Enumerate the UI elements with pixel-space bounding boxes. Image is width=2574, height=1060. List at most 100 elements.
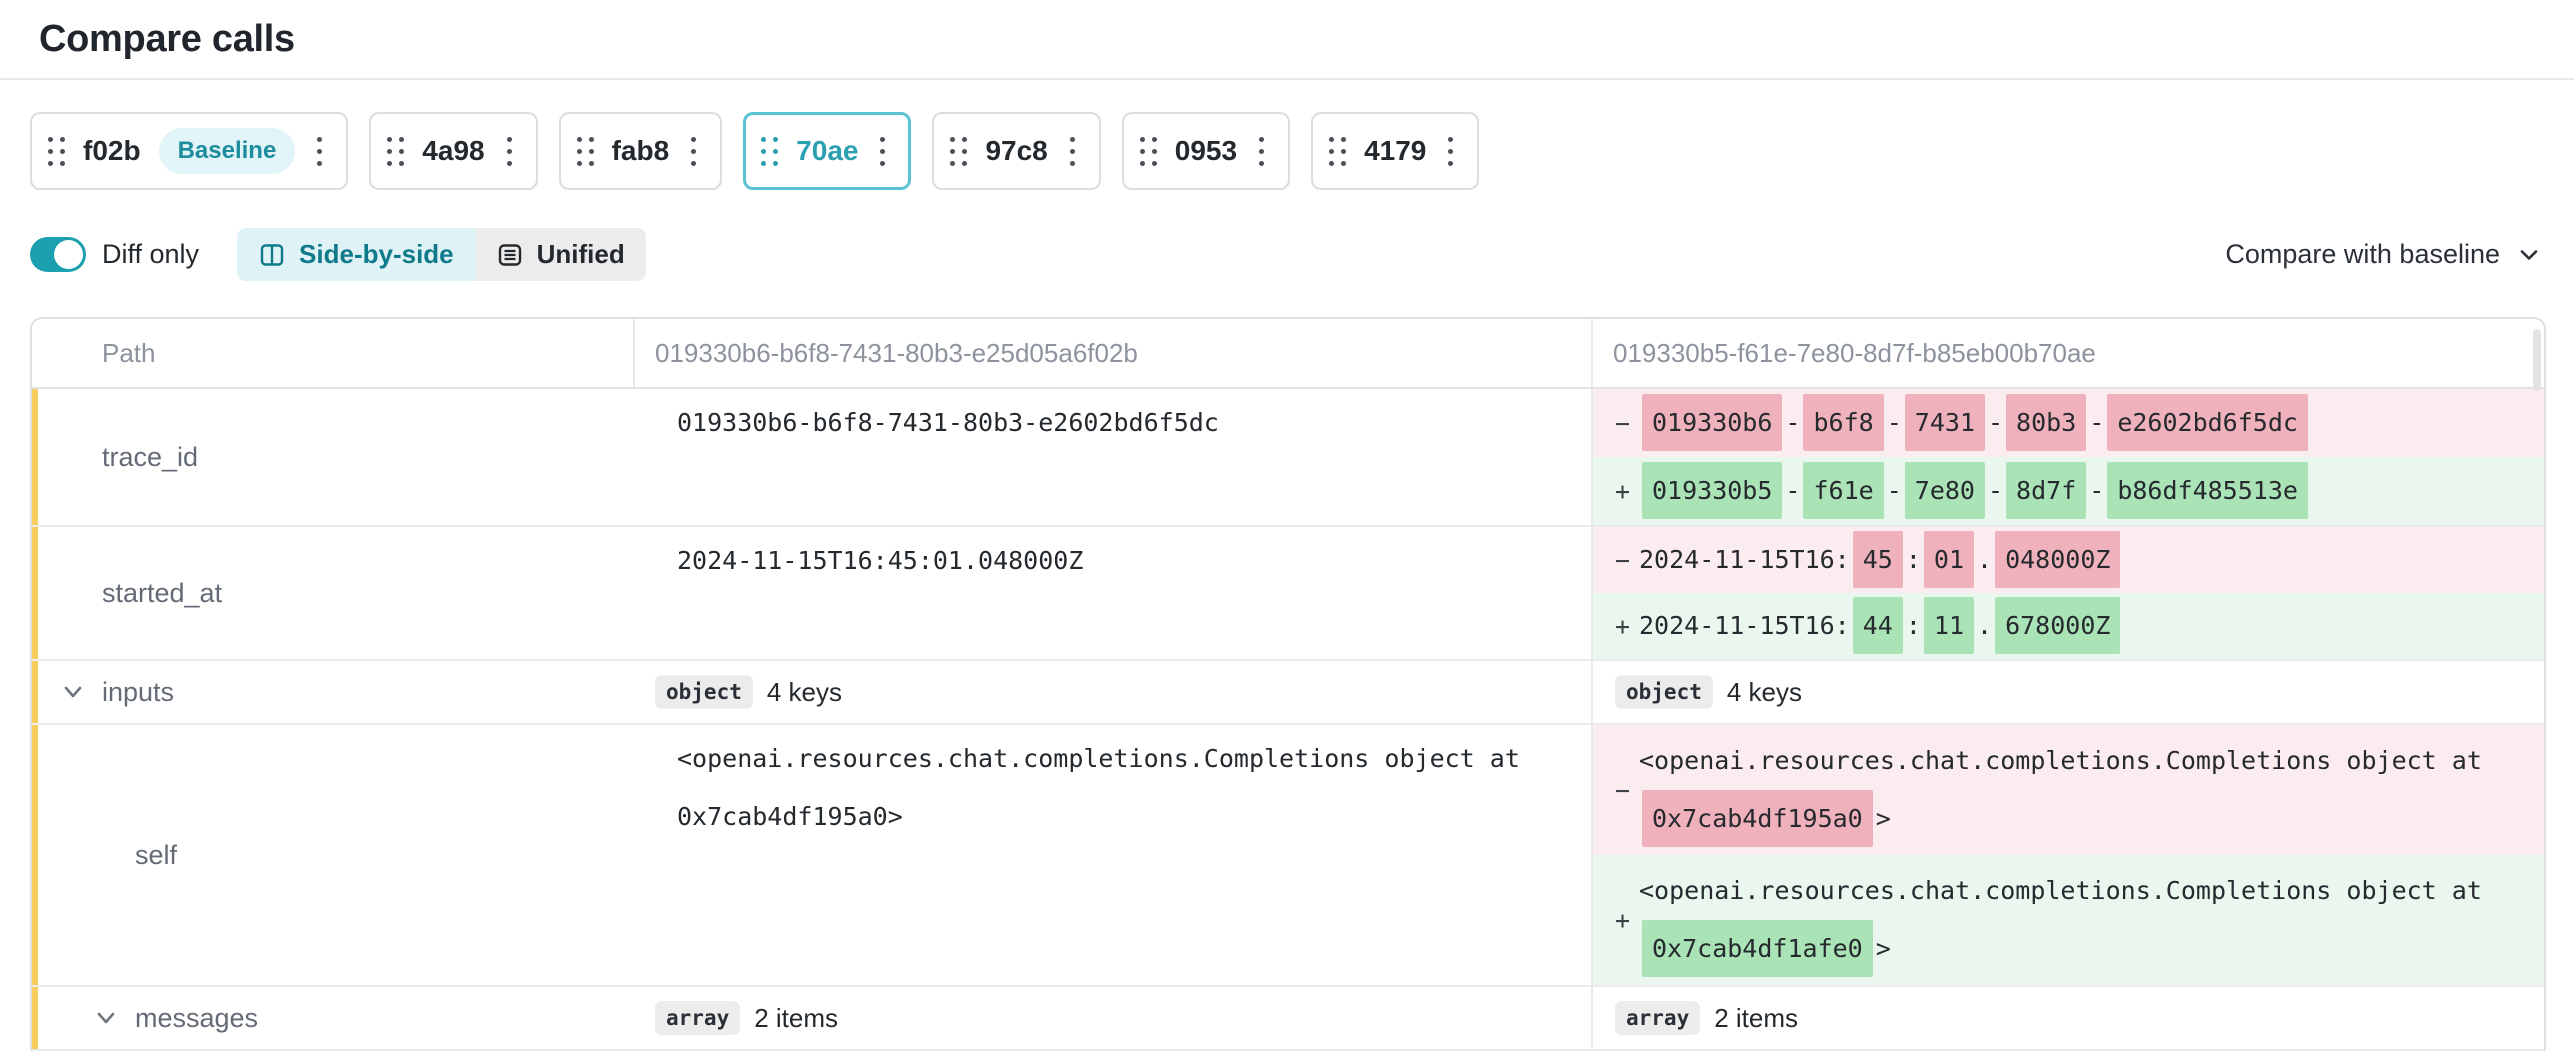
diff-token-changed: 678000Z	[1995, 597, 2121, 654]
baseline-call-cell: <openai.resources.chat.completions.Compl…	[633, 725, 1591, 985]
view-mode-unified[interactable]: Unified	[474, 228, 646, 281]
list-icon	[496, 241, 524, 269]
diff-line-add: +2024-11-15T16: 44:11. 678000Z	[1593, 593, 2544, 659]
call-id-label: 97c8	[985, 135, 1048, 166]
column-header-call-2: 019330b5-f61e-7e80-8d7f-b85eb00b70ae	[1591, 319, 2544, 387]
value-text: 019330b6-b6f8-7431-80b3-e2602bd6f5dc	[677, 408, 1219, 437]
value-text: <openai.resources.chat.completions.Compl…	[677, 744, 1535, 831]
path-label: self	[135, 839, 178, 870]
path-cell: messages	[32, 987, 633, 1049]
compare-with-baseline-dropdown[interactable]: Compare with baseline	[2225, 239, 2544, 270]
diff-token-changed: 80b3	[2006, 394, 2087, 451]
diff-sign: −	[1615, 545, 1631, 575]
call-id-label: 4179	[1364, 135, 1427, 166]
call-chip-97c8[interactable]: 97c8	[932, 112, 1101, 190]
path-label: inputs	[102, 676, 175, 707]
scrollbar-thumb[interactable]	[2533, 329, 2541, 391]
diff-code: <openai.resources.chat.completions.Compl…	[1639, 732, 2524, 848]
table-row-inputs: inputs object 4 keys object 4 keys	[32, 659, 2544, 723]
call-chip-f02b[interactable]: f02b Baseline	[30, 112, 349, 190]
kebab-menu-icon[interactable]	[503, 131, 516, 172]
side-by-side-label: Side-by-side	[299, 239, 454, 269]
drag-handle-icon[interactable]	[1139, 136, 1157, 166]
call-chip-4a98[interactable]: 4a98	[369, 112, 538, 190]
diff-token-changed: 019330b6	[1642, 394, 1783, 451]
diff-token: <openai.resources.chat.completions.Compl…	[1639, 876, 2497, 905]
kebab-menu-icon[interactable]	[1444, 131, 1457, 172]
kebab-menu-icon[interactable]	[313, 131, 326, 172]
drag-handle-icon[interactable]	[761, 136, 779, 166]
diff-token: >	[1875, 934, 1891, 963]
diff-sign: +	[1615, 476, 1631, 506]
call-chip-70ae[interactable]: 70ae	[743, 112, 912, 190]
diff-token: .	[1977, 545, 1993, 574]
diff-sign: +	[1615, 905, 1631, 935]
view-mode-side-by-side[interactable]: Side-by-side	[237, 228, 475, 281]
table-row-trace_id: trace_id 019330b6-b6f8-7431-80b3-e2602bd6…	[32, 389, 2544, 525]
columns-icon	[258, 241, 286, 269]
drag-handle-icon[interactable]	[387, 136, 405, 166]
path-cell: trace_id	[32, 389, 633, 525]
diff-token: -	[1886, 408, 1902, 437]
controls-row: Diff only Side-by-side Unified Compare w…	[30, 228, 2544, 281]
call-id-label: fab8	[611, 135, 670, 166]
diff-token: <openai.resources.chat.completions.Compl…	[1639, 746, 2497, 775]
diff-only-label: Diff only	[102, 239, 200, 269]
drag-handle-icon[interactable]	[1329, 136, 1347, 166]
chevron-down-icon[interactable]	[58, 677, 88, 707]
call-id-label: 4a98	[422, 135, 485, 166]
chevron-down-icon[interactable]	[91, 1003, 121, 1033]
baseline-call-cell: 2024-11-15T16:45:01.048000Z	[633, 527, 1591, 659]
indent-spacer	[58, 578, 88, 608]
diff-token-changed: e2602bd6f5dc	[2107, 394, 2308, 451]
path-label: started_at	[102, 577, 223, 608]
path-label: messages	[135, 1002, 259, 1033]
drag-handle-icon[interactable]	[576, 136, 594, 166]
diff-token: -	[1785, 408, 1801, 437]
diff-token-changed: 0x7cab4df195a0	[1642, 790, 1873, 847]
diff-token: -	[1987, 476, 2004, 505]
call-chip-0953[interactable]: 0953	[1121, 112, 1291, 190]
kebab-menu-icon[interactable]	[1255, 131, 1268, 172]
diff-token: -	[1886, 476, 1902, 505]
path-cell: inputs	[32, 661, 633, 723]
path-cell: self	[32, 725, 633, 985]
chevron-down-icon	[2514, 240, 2544, 270]
diff-token-changed: 44	[1852, 597, 1903, 654]
kebab-menu-icon[interactable]	[687, 131, 700, 172]
indent-spacer	[58, 442, 88, 472]
call-chip-fab8[interactable]: fab8	[558, 112, 723, 190]
diff-sign: −	[1615, 775, 1631, 805]
call-id-label: 70ae	[796, 135, 859, 166]
unified-label: Unified	[536, 239, 625, 269]
diff-token-changed: 01	[1923, 531, 1974, 588]
kebab-menu-icon[interactable]	[876, 131, 889, 172]
baseline-call-cell: array 2 items	[633, 987, 1591, 1049]
compared-call-cell: object 4 keys	[1591, 661, 2544, 723]
compare-table-header: Path 019330b6-b6f8-7431-80b3-e25d05a6f02b…	[32, 319, 2544, 389]
kebab-menu-icon[interactable]	[1066, 131, 1079, 172]
type-badge: object	[1615, 675, 1713, 709]
diff-token: -	[2089, 408, 2105, 437]
drag-handle-icon[interactable]	[950, 136, 968, 166]
path-label: trace_id	[102, 441, 199, 472]
diff-code: 2024-11-15T16: 44:11. 678000Z	[1639, 597, 2524, 655]
table-row-self: self <openai.resources.chat.completions.C…	[32, 723, 2544, 985]
diff-token-changed: 45	[1852, 531, 1903, 588]
diff-code: <openai.resources.chat.completions.Compl…	[1639, 862, 2524, 978]
compare-with-baseline-label: Compare with baseline	[2225, 239, 2500, 269]
type-badge: object	[655, 675, 753, 709]
diff-only-toggle[interactable]	[30, 237, 86, 272]
indent-spacer	[91, 840, 121, 870]
call-chip-4179[interactable]: 4179	[1311, 112, 1480, 190]
diff-token-changed: b6f8	[1803, 394, 1884, 451]
baseline-badge: Baseline	[158, 128, 296, 174]
drag-handle-icon[interactable]	[48, 136, 65, 166]
type-summary: 4 keys	[766, 676, 843, 707]
diff-token-changed: 0x7cab4df1afe0	[1642, 920, 1873, 977]
type-summary: 2 items	[1714, 1002, 1799, 1033]
compare-table: Path 019330b6-b6f8-7431-80b3-e25d05a6f02b…	[30, 317, 2546, 1051]
toggle-knob	[54, 240, 83, 269]
diff-token: 2024-11-15T16:	[1639, 545, 1850, 574]
type-badge: array	[1615, 1001, 1701, 1035]
